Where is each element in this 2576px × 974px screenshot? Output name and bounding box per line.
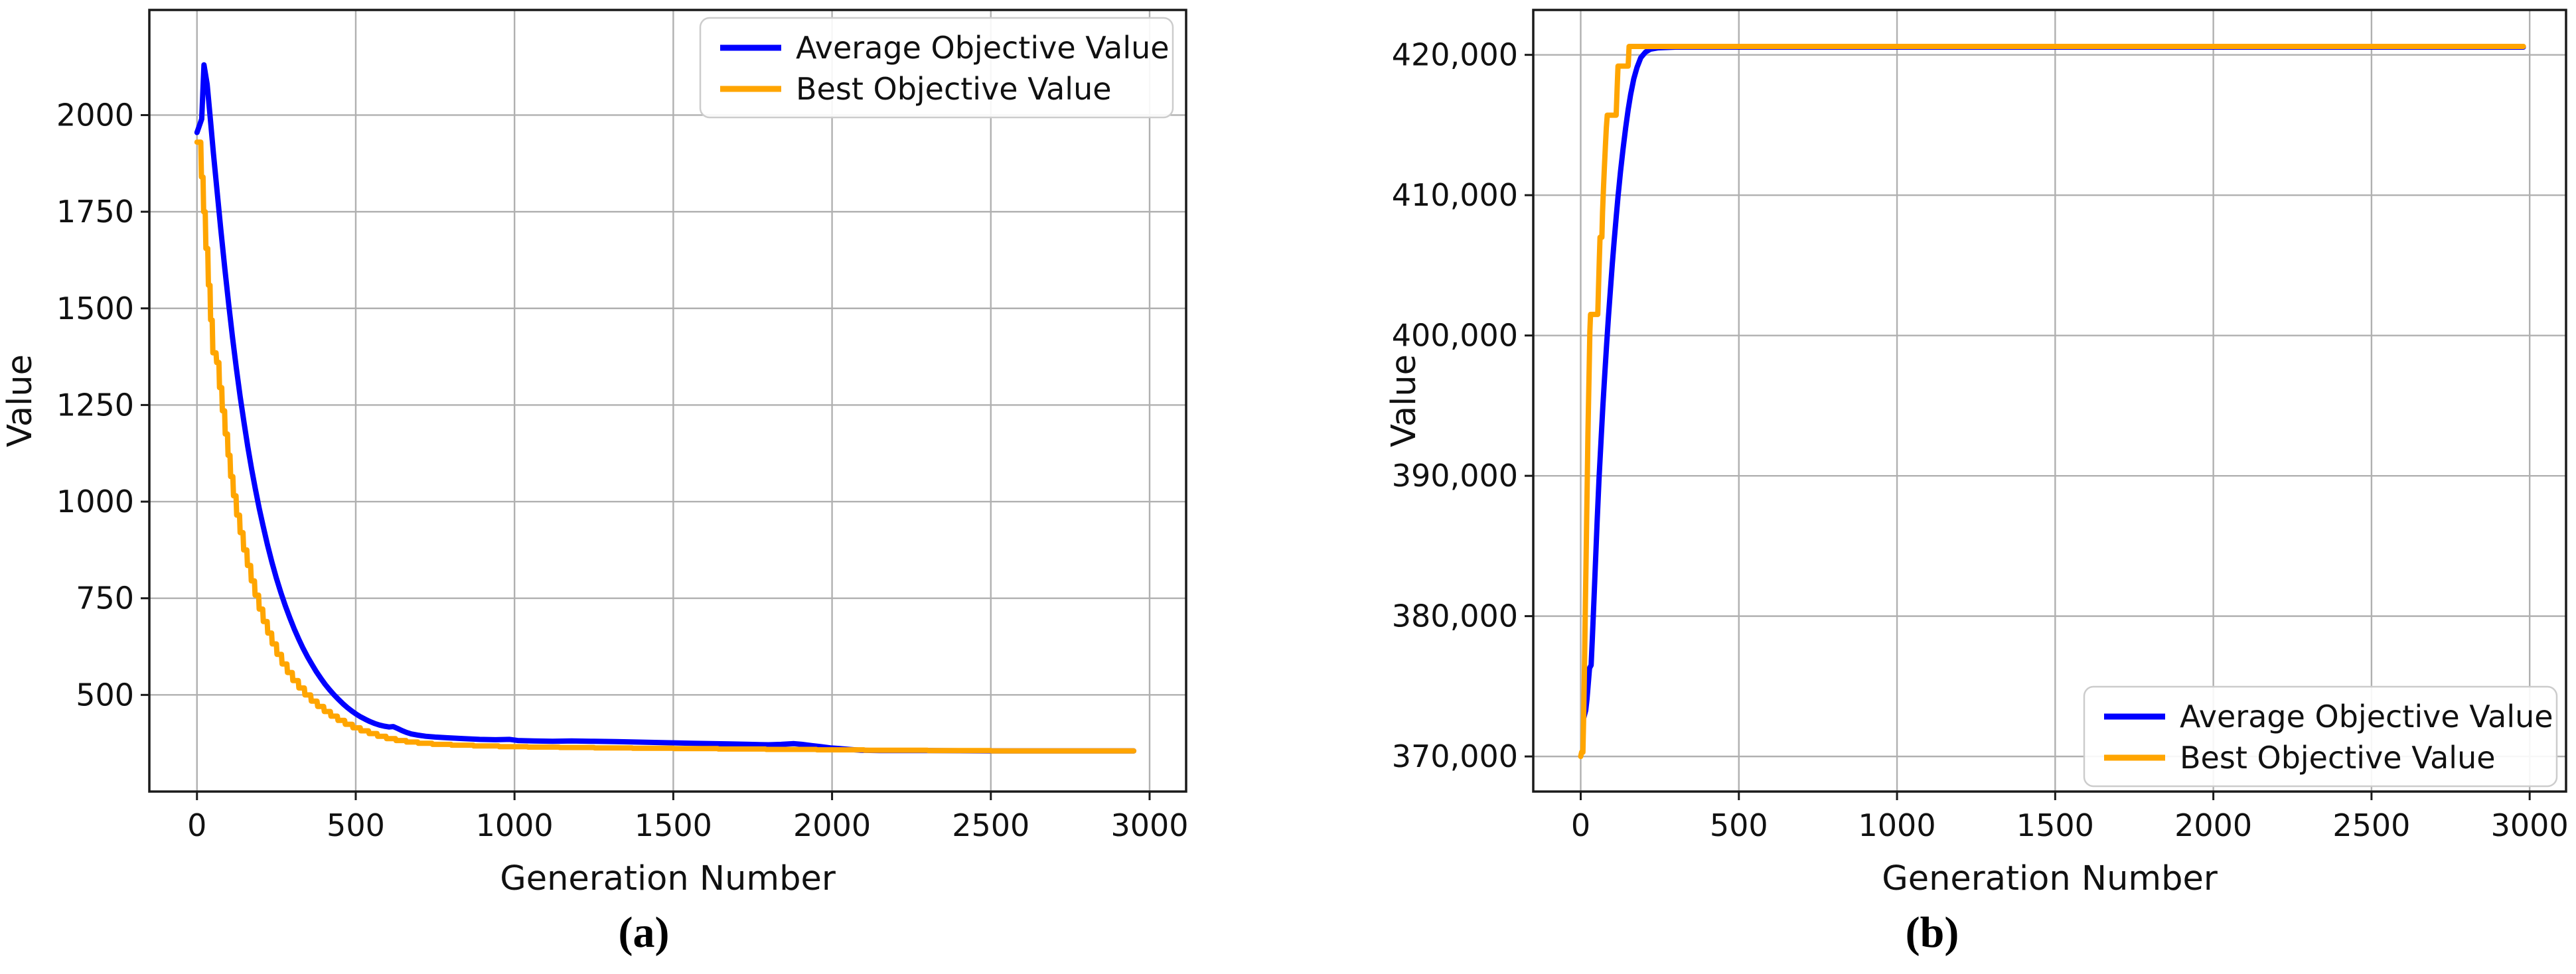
legend-label-best: Best Objective Value (796, 71, 1112, 107)
legend-label-best: Best Objective Value (2180, 740, 2496, 776)
series-average-line (1581, 44, 2526, 720)
y-axis-label: Value (1385, 354, 1424, 447)
chart-b-block: 0 500 1000 1500 2000 2500 3000 370,000 380,000 39… (1288, 0, 2576, 974)
y-tick-label: 420,000 (1392, 37, 1518, 73)
y-tick-label: 390,000 (1392, 458, 1518, 494)
y-tick-label: 400,000 (1392, 318, 1518, 354)
x-axis-label: Generation Number (500, 859, 836, 898)
x-tick-label: 3000 (2491, 807, 2569, 843)
caption-b: (b) (1905, 908, 1959, 957)
y-tick-label: 2000 (56, 97, 134, 133)
legend-box (699, 17, 1174, 119)
x-tick-label: 1000 (476, 807, 554, 843)
chart-a-canvas: 0 500 1000 1500 2000 2500 3000 500 750 1000 1250 15… (1, 9, 1189, 898)
legend: Average Objective Value Best Objective Va… (699, 17, 1174, 119)
y-tick-label: 1250 (56, 387, 134, 423)
series-average-line (194, 62, 1137, 754)
y-tick-label: 1750 (56, 194, 134, 230)
y-tick-label: 500 (76, 677, 134, 713)
legend-box (2083, 685, 2558, 788)
x-tick-label: 1500 (2016, 807, 2094, 843)
y-tick-label: 1500 (56, 291, 134, 326)
legend: Average Objective Value Best Objective Va… (2083, 685, 2558, 788)
y-tick-label: 370,000 (1392, 738, 1518, 774)
axes: 0 500 1000 1500 2000 2500 3000 500 750 1000 1250 15… (56, 97, 1189, 843)
grid (1533, 10, 2566, 792)
chart-a-block: 0 500 1000 1500 2000 2500 3000 500 750 1000 1250 15… (1, 9, 1189, 957)
x-tick-label: 3000 (1110, 807, 1188, 843)
y-tick-label: 380,000 (1392, 598, 1518, 634)
y-axis-label: Value (1, 354, 40, 447)
legend-label-average: Average Objective Value (796, 30, 1170, 66)
series-best-line (194, 139, 1137, 754)
x-tick-label: 2500 (2332, 807, 2410, 843)
caption-a: (a) (618, 908, 670, 957)
axes: 0 500 1000 1500 2000 2500 3000 370,000 380,000 39… (1392, 37, 2569, 843)
legend-label-average: Average Objective Value (2180, 699, 2553, 734)
chart-b-canvas: 0 500 1000 1500 2000 2500 3000 370,000 380,000 39… (1385, 9, 2569, 898)
series-best-line (1578, 44, 2526, 760)
x-tick-label: 500 (327, 807, 385, 843)
plot-border (1532, 9, 2567, 793)
series-group (1578, 44, 2526, 760)
x-tick-label: 2000 (2174, 807, 2252, 843)
y-tick-label: 1000 (56, 484, 134, 520)
x-axis-label: Generation Number (1882, 859, 2218, 898)
x-tick-label: 2000 (793, 807, 871, 843)
series-group (194, 62, 1137, 754)
x-tick-label: 0 (1571, 807, 1590, 843)
y-tick-label: 410,000 (1392, 177, 1518, 213)
y-tick-label: 750 (76, 581, 134, 616)
x-tick-label: 1500 (635, 807, 712, 843)
x-tick-label: 2500 (952, 807, 1029, 843)
x-tick-label: 1000 (1858, 807, 1936, 843)
x-tick-label: 0 (187, 807, 206, 843)
x-tick-label: 500 (1710, 807, 1768, 843)
plot-border (148, 9, 1187, 793)
grid (149, 10, 1186, 792)
